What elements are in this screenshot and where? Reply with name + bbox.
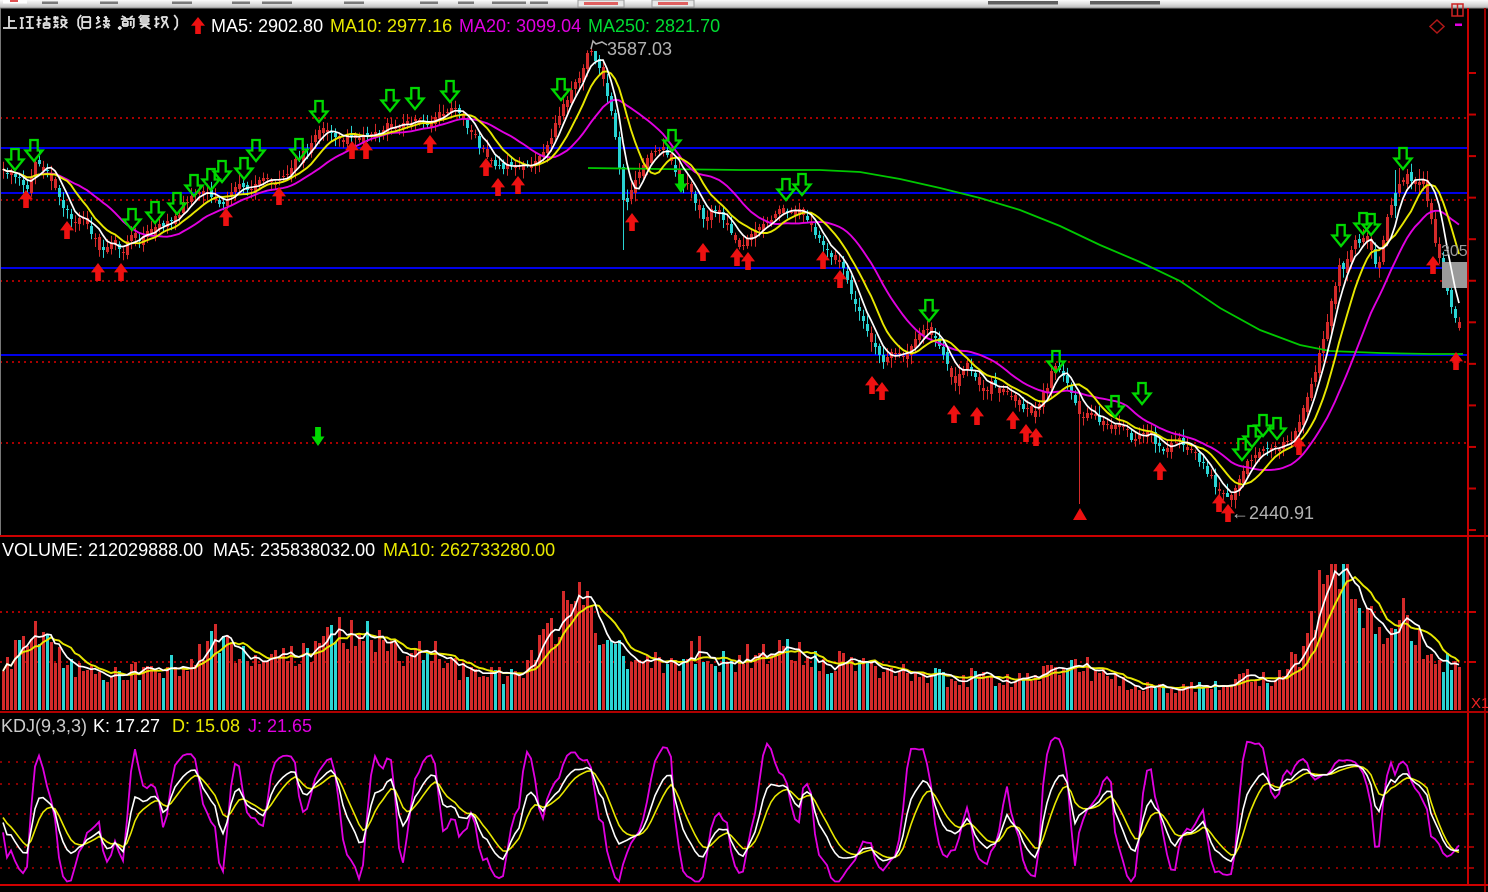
svg-text:VOLUME: 212029888.00: VOLUME: 212029888.00 [2,540,203,560]
svg-text:X1: X1 [1471,695,1488,712]
svg-text:305: 305 [1441,243,1468,260]
svg-text:K: 17.27: K: 17.27 [93,716,160,736]
svg-text:←2440.91: ←2440.91 [1231,503,1314,523]
svg-text:MA20: 3099.04: MA20: 3099.04 [459,16,581,36]
svg-text:D: 15.08: D: 15.08 [172,716,240,736]
svg-text:MA5: 235838032.00: MA5: 235838032.00 [213,540,375,560]
svg-text:3587.03: 3587.03 [607,39,672,59]
svg-text:MA10: 2977.16: MA10: 2977.16 [330,16,452,36]
svg-text:KDJ(9,3,3): KDJ(9,3,3) [1,716,87,736]
svg-text:MA5: 2902.80: MA5: 2902.80 [211,16,323,36]
svg-text:J: 21.65: J: 21.65 [248,716,312,736]
svg-text:MA250: 2821.70: MA250: 2821.70 [588,16,720,36]
svg-text:MA10: 262733280.00: MA10: 262733280.00 [383,540,555,560]
